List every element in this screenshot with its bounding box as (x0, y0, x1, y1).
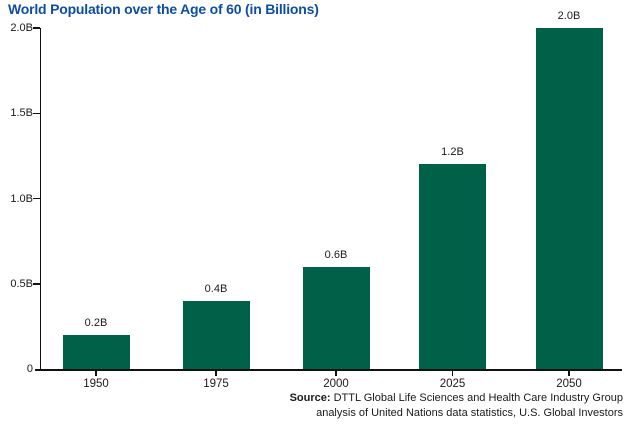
bar (182, 300, 250, 369)
x-tick (215, 371, 217, 376)
x-tick-label: 2000 (323, 378, 349, 390)
x-tick (335, 371, 337, 376)
source-note: Source: DTTL Global Life Sciences and He… (290, 391, 623, 420)
chart-title: World Population over the Age of 60 (in … (8, 1, 319, 17)
x-tick-label: 1975 (203, 378, 229, 390)
bar (419, 164, 486, 369)
bar (62, 334, 130, 369)
y-tick-label: 0.5B (10, 277, 33, 290)
x-tick (451, 371, 454, 376)
y-tick-label: 1.5B (10, 107, 33, 120)
bar-value-label: 0.2B (84, 316, 108, 329)
bar-value-label: 0.4B (204, 282, 228, 295)
y-tick-label: 0 (26, 363, 33, 375)
bar (535, 28, 603, 369)
y-tick (33, 27, 40, 29)
source-line-2: analysis of United Nations data statisti… (316, 406, 623, 419)
x-axis-line (35, 369, 622, 371)
bar (302, 266, 370, 369)
x-tick-label: 2025 (439, 378, 466, 390)
x-tick (568, 371, 570, 376)
bar-value-label: 2.0B (557, 10, 581, 22)
source-label: Source: (289, 392, 331, 404)
y-tick-label: 2.0B (10, 22, 33, 34)
x-tick-label: 2050 (556, 378, 582, 390)
bar-value-label: 0.6B (324, 248, 348, 261)
y-tick-label: 1.0B (10, 192, 33, 205)
y-tick (33, 283, 40, 285)
x-tick (95, 371, 97, 376)
plot-area: 0 0.5B 1.0B 1.5B 2.0B 0.2B 1950 0.4B 1975 0.6B 200… (10, 10, 622, 390)
source-line-1-text: DTTL Global Life Sciences and Health Car… (330, 392, 623, 404)
y-axis-line (39, 28, 41, 371)
x-tick-label: 1950 (83, 378, 109, 390)
source-line-1: Source: DTTL Global Life Sciences and He… (290, 391, 623, 406)
y-tick (33, 197, 40, 200)
bar-value-label: 1.2B (441, 146, 464, 159)
y-tick (33, 112, 40, 114)
